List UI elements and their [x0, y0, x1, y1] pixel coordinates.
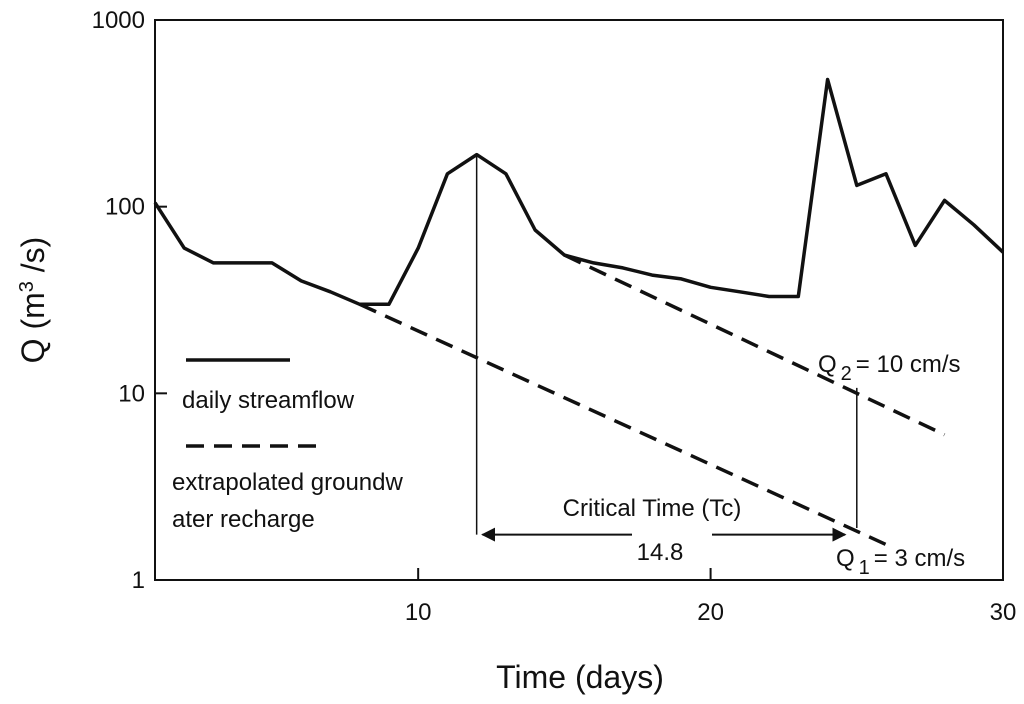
- series-layer: [153, 77, 1005, 547]
- legend-item-recharge-line1: extrapolated groundw: [172, 469, 403, 496]
- series-daily-streamflow: [153, 77, 1005, 307]
- y-axis-ticks: 1 10 100 1000: [92, 7, 167, 594]
- series-recharge-line-1: [358, 302, 887, 547]
- y-tick-label: 10: [118, 380, 145, 407]
- x-axis-title: Time (days): [496, 659, 664, 695]
- critical-time-value: 14.8: [637, 539, 684, 566]
- q1-annotation: Q 1 = 3 cm/s: [836, 545, 965, 579]
- y-axis-title: Q (m3 /s): [15, 237, 51, 364]
- legend-item-daily-streamflow: daily streamflow: [182, 387, 355, 414]
- y-tick-label: 100: [105, 194, 145, 221]
- marker-layer: [475, 154, 858, 535]
- legend: daily streamflow extrapolated groundw at…: [172, 358, 403, 533]
- y-tick-label: 1000: [92, 7, 145, 34]
- x-axis-ticks: 10 20 30: [405, 568, 1017, 626]
- plot-frame: [154, 19, 1004, 581]
- x-tick-label: 30: [990, 599, 1017, 626]
- x-tick-label: 20: [697, 599, 724, 626]
- y-tick-label: 1: [132, 567, 145, 594]
- q2-annotation: Q 2 = 10 cm/s: [818, 351, 961, 385]
- legend-item-recharge-line2: ater recharge: [172, 506, 315, 533]
- series-recharge-line-2: [563, 253, 946, 437]
- x-tick-label: 10: [405, 599, 432, 626]
- critical-time-label: Critical Time (Tc): [563, 495, 742, 522]
